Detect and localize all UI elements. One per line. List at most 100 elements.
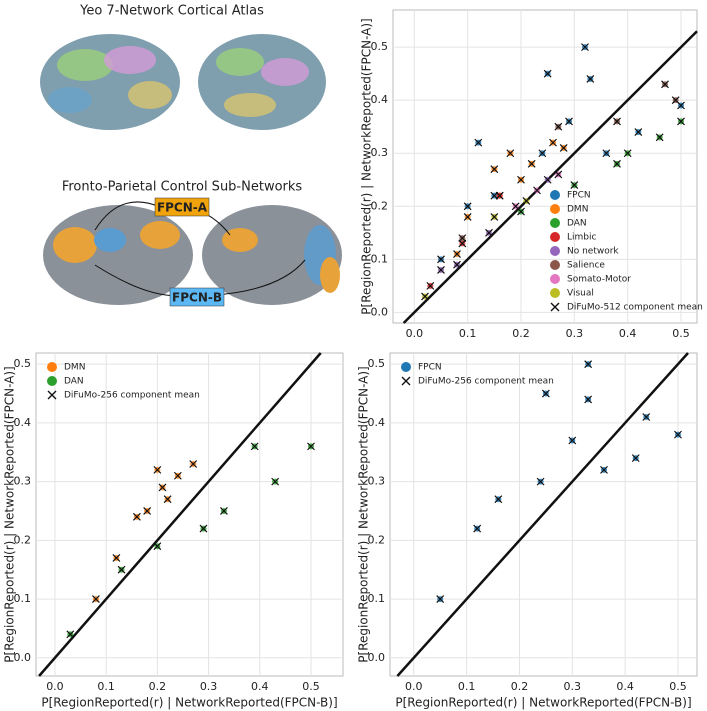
x-tick-label: 0.4	[616, 680, 634, 693]
component-mean	[132, 512, 141, 521]
component-mean	[511, 202, 520, 211]
identity-line	[396, 352, 689, 677]
legend-marker	[550, 302, 560, 312]
y-tick-label: 0.1	[371, 252, 389, 265]
atlas-title: Yeo 7-Network Cortical Atlas	[79, 4, 264, 19]
y-tick-label: 0.2	[14, 533, 32, 546]
x-tick-label: 0.2	[512, 327, 530, 340]
component-mean	[307, 442, 315, 451]
brain-fpcn-right	[202, 205, 342, 305]
legend-label: FPCN	[418, 363, 442, 373]
legend-swatch	[550, 246, 560, 256]
x-tick-label: 0.0	[405, 680, 423, 693]
component-mean	[437, 255, 445, 264]
brain-right	[198, 34, 326, 130]
legend-label: Salience	[567, 261, 605, 271]
component-mean	[494, 495, 503, 504]
x-tick-label: 0.3	[200, 680, 218, 693]
component-mean	[189, 460, 198, 468]
y-axis-label: P[RegionReported(r) | NetworkReported(FP…	[357, 366, 371, 662]
component-mean	[153, 465, 162, 474]
component-mean	[581, 43, 589, 52]
y-tick-label: 0.4	[371, 93, 389, 106]
component-mean	[631, 454, 640, 463]
legend-swatch	[550, 204, 560, 214]
component-mean	[473, 524, 482, 533]
component-mean	[250, 442, 259, 451]
component-mean	[485, 228, 493, 237]
component-mean	[527, 159, 536, 168]
component-mean	[463, 212, 472, 221]
y-tick-label: 0.3	[14, 475, 32, 488]
y-axis-label: P[RegionReported(r) | NetworkReported(FP…	[360, 18, 374, 314]
component-mean	[600, 465, 608, 474]
component-mean	[642, 413, 651, 421]
component-mean	[437, 266, 445, 274]
fpcn-a-label: FPCN-A	[157, 201, 208, 215]
component-mean	[271, 477, 280, 486]
identity-line	[38, 352, 322, 677]
legend-label: DMN	[567, 205, 588, 215]
plot-area	[392, 9, 698, 324]
brain-left	[40, 34, 180, 130]
legend-marker	[401, 376, 411, 386]
component-mean	[490, 165, 499, 174]
component-mean	[613, 159, 621, 168]
x-tick-label: 0.5	[669, 680, 687, 693]
y-tick-label: 0.2	[371, 199, 389, 212]
component-mean	[623, 149, 632, 158]
component-mean	[541, 389, 550, 398]
legend-swatch	[550, 218, 560, 228]
legend-swatch	[47, 376, 57, 386]
component-mean	[543, 69, 552, 78]
legend-label: No network	[567, 247, 619, 257]
component-mean	[517, 175, 525, 184]
y-tick-label: 0.4	[14, 416, 32, 429]
x-axis-label: P[RegionReported(r) | NetworkReported(FP…	[41, 696, 337, 710]
legend-label: Limbic	[567, 233, 596, 243]
x-tick-label: 0.5	[302, 680, 320, 693]
component-mean	[421, 292, 429, 301]
legend-label: DiFuMo-256 component mean	[64, 391, 200, 401]
x-tick-label: 0.1	[97, 680, 115, 693]
component-mean	[490, 212, 499, 221]
legend-swatch	[401, 362, 411, 372]
component-mean	[554, 122, 563, 131]
component-mean	[506, 149, 515, 158]
component-mean	[495, 191, 504, 200]
atlas-subtitle: Fronto-Parietal Control Sub-Networks	[62, 180, 303, 195]
x-tick-label: 0.2	[149, 680, 167, 693]
component-mean	[522, 197, 531, 205]
component-mean	[536, 477, 545, 486]
component-mean	[458, 234, 467, 243]
y-tick-label: 0.5	[14, 357, 32, 370]
component-mean	[163, 495, 172, 504]
component-mean	[559, 144, 568, 152]
component-mean	[453, 260, 461, 269]
x-tick-label: 0.4	[619, 327, 637, 340]
component-mean	[158, 483, 167, 492]
component-mean	[543, 175, 552, 184]
legend-label: DMN	[64, 363, 85, 373]
component-mean	[570, 181, 579, 189]
connector	[94, 201, 306, 297]
y-tick-label: 0.3	[371, 146, 389, 159]
component-mean	[66, 630, 75, 639]
legend-swatch	[550, 232, 560, 242]
y-axis-label: P[RegionReported(r) | NetworkReported(FP…	[3, 366, 17, 662]
y-tick-label: 0.0	[368, 651, 386, 664]
y-tick-label: 0.1	[14, 592, 32, 605]
component-mean	[655, 133, 664, 142]
x-tick-label: 0.2	[511, 680, 529, 693]
component-mean	[463, 202, 472, 211]
y-tick-label: 0.0	[371, 305, 389, 318]
legend-label: DiFuMo-256 component mean	[418, 377, 554, 387]
fpcn-b-label: FPCN-B	[172, 291, 222, 305]
component-mean	[677, 117, 685, 126]
fpcn-a-box	[154, 197, 210, 217]
component-mean	[173, 471, 182, 480]
x-tick-label: 0.5	[672, 327, 690, 340]
component-mean	[474, 138, 483, 147]
component-mean	[436, 595, 445, 603]
